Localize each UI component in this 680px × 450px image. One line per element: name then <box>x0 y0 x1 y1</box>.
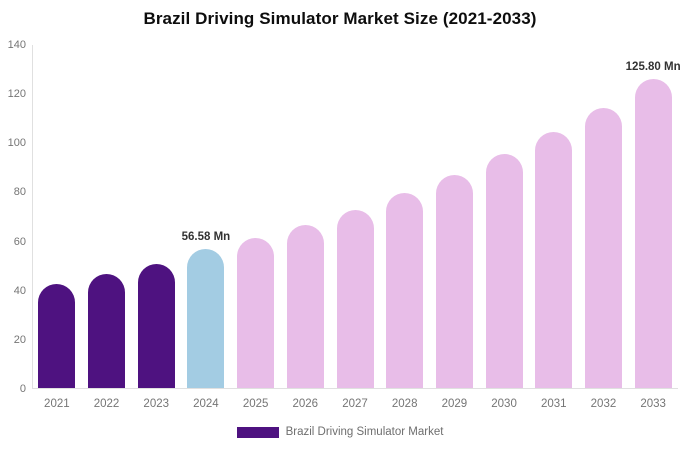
plot-area <box>32 45 678 389</box>
y-tick-label-100: 100 <box>7 137 26 150</box>
chart-title: Brazil Driving Simulator Market Size (20… <box>143 9 537 28</box>
y-tick-label-140: 140 <box>7 39 26 51</box>
x-tick-label-2032: 2032 <box>590 398 617 410</box>
y-tick-label-120: 120 <box>7 88 26 101</box>
x-tick-label-2031: 2031 <box>540 398 567 410</box>
bar-2026 <box>286 224 324 388</box>
bar-2027 <box>336 210 374 388</box>
x-tick-label-2025: 2025 <box>242 398 269 410</box>
x-tick-label-2023: 2023 <box>143 398 170 410</box>
x-tick-label-2027: 2027 <box>342 398 368 410</box>
bar-2032 <box>584 107 622 388</box>
bar-2031 <box>535 131 573 388</box>
x-tick-label-2021: 2021 <box>44 398 70 410</box>
bar-annotation-2033: 125.80 Mn <box>625 60 680 73</box>
x-tick-label-2029: 2029 <box>441 398 468 410</box>
legend: Brazil Driving Simulator Market <box>0 426 680 438</box>
bar-2028 <box>386 192 424 388</box>
y-tick-label-20: 20 <box>13 333 26 346</box>
bar-2024 <box>187 248 225 388</box>
bar-2023 <box>137 263 175 388</box>
bar-2033 <box>634 78 672 388</box>
bar-2025 <box>237 238 275 388</box>
bar-annotation-2024: 56.58 Mn <box>181 230 231 243</box>
x-tick-label-2026: 2026 <box>292 398 319 410</box>
x-tick-label-2022: 2022 <box>93 398 120 410</box>
x-tick-label-2024: 2024 <box>193 398 219 410</box>
y-tick-label-0: 0 <box>19 383 26 395</box>
y-axis-line <box>32 45 33 389</box>
legend-swatch <box>236 426 279 438</box>
x-axis-line <box>32 388 678 389</box>
x-tick-label-2030: 2030 <box>491 398 517 410</box>
y-tick-label-80: 80 <box>13 186 26 199</box>
x-tick-label-2033: 2033 <box>640 398 666 410</box>
y-tick-label-60: 60 <box>13 235 26 248</box>
bar-2030 <box>485 153 523 388</box>
bar-2021 <box>38 284 76 388</box>
bar-2022 <box>88 274 126 388</box>
legend-label: Brazil Driving Simulator Market <box>285 426 444 438</box>
y-tick-label-40: 40 <box>13 284 26 297</box>
bar-2029 <box>435 174 473 388</box>
x-tick-label-2028: 2028 <box>391 398 418 410</box>
